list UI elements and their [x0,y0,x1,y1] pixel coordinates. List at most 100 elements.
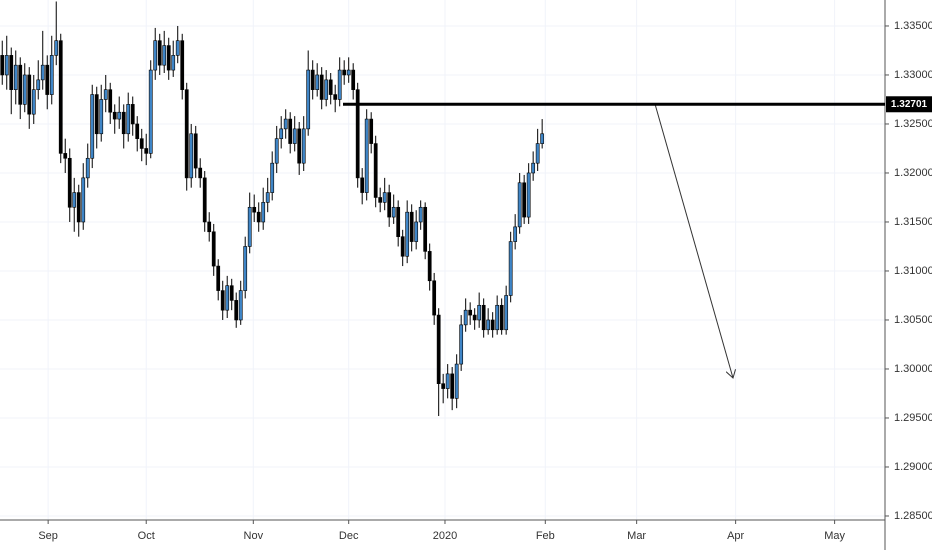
candle-body [283,118,288,130]
candle-body [126,104,131,135]
candle-body [369,118,374,144]
candle-body [292,128,297,144]
candle-body [432,280,437,316]
y-tick-label: 1.29000 [894,461,932,473]
candle-body [63,153,68,159]
candle-body [261,202,266,223]
candle-body [40,64,45,81]
candle-body [58,40,63,154]
candle-body [171,55,176,71]
candle-body [319,74,324,100]
drawn-arrow [654,103,733,378]
x-tick-label: 2020 [433,530,457,542]
candle-body [400,236,405,257]
candle-body [144,148,149,154]
candle-body [229,285,234,301]
candle-body [463,309,468,326]
candle-body [238,290,243,321]
candle-body [162,45,167,66]
candle-body [315,74,320,90]
y-tick-label: 1.32500 [894,118,932,130]
y-tick-label: 1.33000 [894,69,932,81]
x-tick-label: Sep [38,530,58,542]
candle-body [193,133,198,169]
candle-body [135,123,140,139]
candle-body [27,74,32,115]
candle-body [0,55,5,76]
candle-body [90,94,95,159]
candle-body [166,45,171,71]
candle-body [216,265,221,291]
candle-body [94,94,99,135]
candle-body [382,192,387,203]
candle-body [409,211,414,242]
candle-body [387,192,392,218]
candle-body [337,69,342,100]
candle-body [189,133,194,179]
candle-body [355,89,360,179]
candle-body [306,69,311,130]
candle-body [198,167,203,179]
y-tick-label: 1.30000 [894,363,932,375]
candle-body [373,143,378,198]
candle-body [184,89,189,179]
x-tick-label: Dec [339,530,359,542]
x-tick-label: Apr [727,530,744,542]
candle-body [468,309,473,316]
candle-body [522,182,527,218]
candle-body [45,64,50,95]
candle-body [346,69,351,76]
candle-body [117,111,122,120]
candle-body [297,128,302,164]
candle-body [157,40,162,66]
candle-body [225,285,230,311]
candle-body [540,133,545,144]
candle-body [526,172,531,218]
candle-body [112,111,117,120]
candle-body [459,324,464,365]
candle-body [67,157,72,208]
candle-body [22,74,27,105]
candle-body [441,383,446,389]
candle-body [256,211,261,223]
candle-body [445,373,450,389]
candle-body [130,104,135,125]
candle-body [139,138,144,149]
y-tick-label: 1.30500 [894,314,932,326]
candle-body [301,128,306,164]
candle-body [72,192,77,208]
candle-body [378,197,383,203]
candle-body [103,89,108,100]
x-tick-label: Feb [536,530,555,542]
candle-body [99,99,104,135]
x-tick-label: Mar [627,530,646,542]
candle-body [270,162,275,193]
candle-body [288,118,293,144]
candle-body [423,206,428,252]
candle-body [36,79,41,90]
candle-body [279,128,284,139]
candle-body [508,241,513,296]
candle-body [76,192,81,223]
candle-body [180,40,185,90]
y-tick-label: 1.32000 [894,167,932,179]
candle-body [517,182,522,228]
candle-body [396,206,401,237]
candle-body [220,290,225,311]
candle-body [499,304,504,331]
candle-body [427,251,432,282]
candle-body [234,300,239,321]
candle-body [328,79,333,95]
candle-body [495,304,500,331]
candle-body [148,69,153,154]
price-line-label-box [886,96,932,113]
candle-body [211,231,216,267]
candle-body [175,40,180,56]
candle-body [247,206,252,247]
candle-body [108,89,113,113]
candle-body [207,221,212,233]
candle-body [9,55,14,90]
candle-body [18,64,23,105]
candle-body [477,304,482,321]
candle-body [324,79,329,100]
